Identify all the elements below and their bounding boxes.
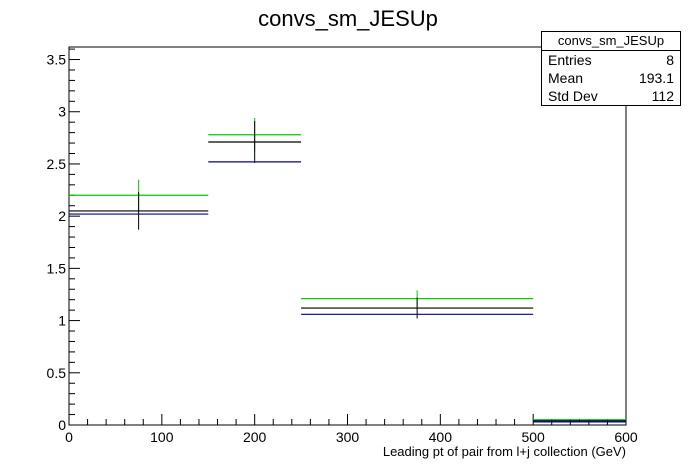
y-tick-label: 3.5 [47, 52, 67, 68]
stats-label: Mean [548, 70, 584, 86]
stats-box: convs_sm_JESUp Entries 8 Mean 193.1 Std … [541, 31, 681, 106]
y-tick-label: 1.5 [47, 260, 67, 276]
series-layer [69, 118, 626, 423]
y-tick-label: 2.5 [47, 156, 67, 172]
y-tick-label: 0.5 [47, 365, 67, 381]
series-0 [69, 118, 626, 421]
y-tick-label: 1 [58, 313, 66, 329]
stats-row-mean: Mean 193.1 [542, 69, 680, 87]
x-axis-title: Leading pt of pair from l+j collection (… [383, 444, 626, 459]
x-tick-label: 400 [429, 429, 453, 445]
stats-title: convs_sm_JESUp [542, 32, 680, 51]
stats-row-stddev: Std Dev 112 [542, 87, 680, 105]
x-tick-label: 100 [150, 429, 174, 445]
series-2 [69, 161, 626, 423]
stats-row-entries: Entries 8 [542, 51, 680, 69]
x-tick-label: 0 [65, 429, 73, 445]
y-tick-label: 2 [58, 208, 66, 224]
x-tick-label: 500 [521, 429, 545, 445]
x-tick-label: 200 [243, 429, 267, 445]
y-tick-label: 0 [58, 417, 66, 433]
stats-label: Std Dev [548, 88, 598, 104]
x-tick-label: 300 [336, 429, 360, 445]
stats-value: 8 [666, 52, 674, 68]
stats-value: 112 [651, 88, 674, 104]
y-axis: 0 0.5 1 1.5 2 2.5 3 3.5 [47, 48, 80, 433]
y-tick-label: 3 [58, 104, 66, 120]
stats-value: 193.1 [638, 70, 674, 86]
x-tick-label: 600 [614, 429, 638, 445]
plot-title: convs_sm_JESUp [258, 6, 438, 31]
series-1 [69, 121, 626, 422]
stats-label: Entries [548, 52, 592, 68]
x-axis: 0 100 200 300 400 500 600 [65, 414, 638, 445]
